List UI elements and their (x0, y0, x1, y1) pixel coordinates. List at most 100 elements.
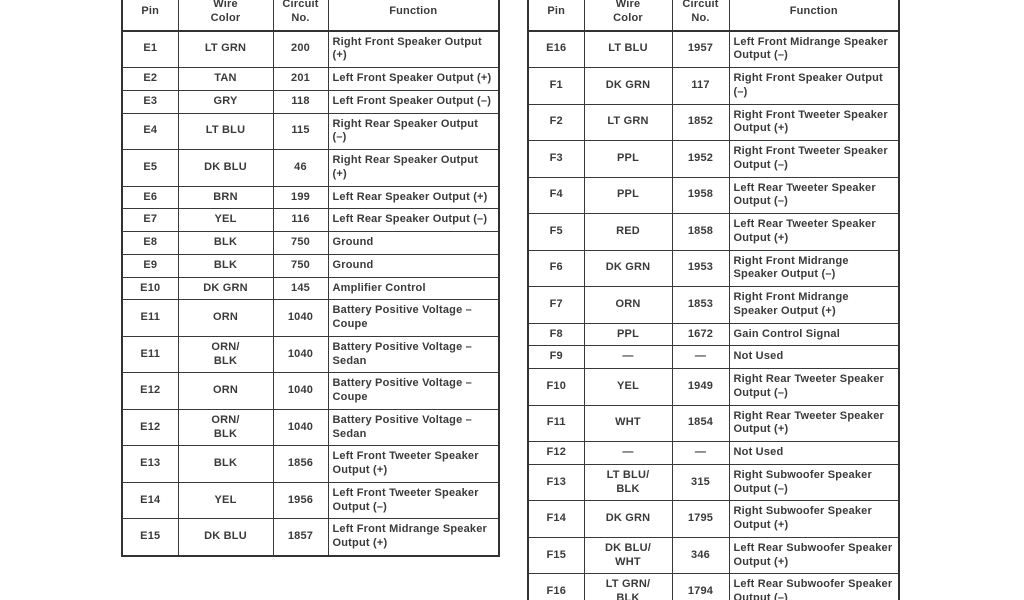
table-row: E15 DK BLU 1857 Left Front Midrange Speaker… (121, 518, 500, 557)
pinout-table-right: Pin Wire Color Circuit No. Function E16 L… (527, 0, 900, 600)
table-row: F11 WHT 1854 Right Rear Tweeter Speaker Out… (527, 404, 900, 442)
circuit-no-cell: 117 (671, 67, 730, 105)
circuit-no-cell: 1040 (272, 335, 329, 374)
table-row: E9 BLK 750 Ground (121, 253, 500, 278)
wire-color-cell: TAN (177, 67, 274, 91)
function-cell: Left Rear Subwoofer Speaker Output (–) (728, 573, 900, 600)
function-cell: Battery Positive Voltage – Coupe (327, 299, 500, 337)
table-row: F10 YEL 1949 Right Rear Tweeter Speaker Out… (527, 368, 900, 406)
pin-cell: F6 (527, 249, 585, 287)
function-cell: Right Front Tweeter Speaker Output (+) (728, 103, 900, 141)
function-cell: Left Front Tweeter Speaker Output (–) (327, 481, 500, 520)
wire-color-cell: PPL (583, 322, 673, 347)
function-cell: Right Front Speaker Output (–) (728, 67, 900, 105)
function-cell: Left Front Tweeter Speaker Output (+) (327, 445, 500, 483)
pinout-table-left: Pin Wire Color Circuit No. Function E1 LT… (121, 0, 500, 557)
table-row: F2 LT GRN 1852 Right Front Tweeter Speaker … (527, 103, 900, 141)
circuit-no-cell: 750 (272, 253, 329, 278)
table-row: F4 PPL 1958 Left Rear Tweeter Speaker Outpu… (527, 176, 900, 214)
circuit-no-cell: — (671, 345, 730, 369)
table-row: E12 ORN/ BLK 1040 Battery Positive Voltage … (121, 408, 500, 447)
wire-color-cell: YEL (177, 208, 274, 232)
table-row: F9— — Not Used (527, 345, 900, 369)
circuit-no-cell: 1853 (671, 286, 730, 324)
function-cell: Left Front Midrange Speaker Output (–) (728, 30, 900, 68)
circuit-no-cell: 346 (671, 536, 730, 575)
table-row: E14 YEL 1956 Left Front Tweeter Speaker Out… (121, 481, 500, 520)
function-cell: Right Subwoofer Speaker Output (–) (728, 463, 900, 502)
wire-color-cell: ORN/ BLK (177, 335, 274, 374)
function-cell: Right Front Midrange Speaker Output (–) (728, 249, 900, 287)
pin-cell: F11 (527, 404, 585, 442)
circuit-no-cell: 200 (272, 30, 329, 68)
table-row: E13 BLK 1856 Left Front Tweeter Speaker Out… (121, 445, 500, 483)
circuit-no-cell: 1958 (671, 176, 730, 214)
pin-cell: F10 (527, 368, 585, 406)
pin-cell: E11 (121, 335, 179, 374)
function-cell: Ground (327, 231, 500, 255)
function-cell: Ground (327, 253, 500, 278)
pin-cell: E9 (121, 253, 179, 278)
wire-color-cell: RED (583, 213, 673, 251)
circuit-no-cell: 46 (272, 149, 329, 187)
pin-cell: E14 (121, 481, 179, 520)
wire-color-cell: DK GRN (583, 500, 673, 538)
pin-cell: E16 (527, 30, 585, 68)
wire-color-cell: LT GRN (177, 30, 274, 68)
function-cell: Left Front Speaker Output (+) (327, 67, 500, 91)
function-cell: Right Front Midrange Speaker Output (+) (728, 286, 900, 324)
function-cell: Right Rear Speaker Output (–) (327, 112, 500, 150)
table-row: F15 DK BLU/ WHT 346 Left Rear Subwoofer Spe… (527, 536, 900, 575)
column-header-wire: Wire Color (583, 0, 673, 32)
circuit-no-cell: 1672 (671, 322, 730, 347)
circuit-no-cell: 199 (272, 185, 329, 210)
wire-color-cell: LT GRN (583, 103, 673, 141)
wire-color-cell: WHT (583, 404, 673, 442)
table-row: E2 TAN 201 Left Front Speaker Output (+) (121, 67, 500, 91)
pin-cell: E12 (121, 372, 179, 410)
pin-cell: F2 (527, 103, 585, 141)
column-header-circuit: Circuit No. (272, 0, 329, 32)
pin-cell: F8 (527, 322, 585, 347)
function-cell: Right Front Speaker Output (+) (327, 30, 500, 68)
wire-color-cell: LT GRN/ BLK (583, 573, 673, 600)
wire-color-cell: PPL (583, 140, 673, 178)
pin-cell: F16 (527, 573, 585, 600)
table-row: E12 ORN 1040 Battery Positive Voltage – Cou… (121, 372, 500, 410)
function-cell: Right Front Tweeter Speaker Output (–) (728, 140, 900, 178)
wire-color-cell: ORN/ BLK (177, 408, 274, 447)
pin-cell: F1 (527, 67, 585, 105)
wire-color-cell: LT BLU/ BLK (583, 463, 673, 502)
wire-color-cell: LT BLU (177, 112, 274, 150)
header-row: Pin Wire Color Circuit No. Function (527, 0, 900, 32)
function-cell: Right Rear Tweeter Speaker Output (–) (728, 368, 900, 406)
circuit-no-cell: 1856 (272, 445, 329, 483)
function-cell: Battery Positive Voltage – Sedan (327, 335, 500, 374)
circuit-no-cell: 1956 (272, 481, 329, 520)
pin-cell: E13 (121, 445, 179, 483)
table-row: E11 ORN 1040 Battery Positive Voltage – Cou… (121, 299, 500, 337)
function-cell: Gain Control Signal (728, 322, 900, 347)
table-body: E1 LT GRN 200 Right Front Speaker Output (+… (121, 30, 500, 557)
table-body: E16 LT BLU 1957 Left Front Midrange Speaker… (527, 30, 900, 600)
function-cell: Left Rear Tweeter Speaker Output (–) (728, 176, 900, 214)
pin-cell: F12 (527, 441, 585, 465)
pin-cell: E4 (121, 112, 179, 150)
circuit-no-cell: — (671, 441, 730, 465)
column-header-function: Function (327, 0, 500, 32)
pin-cell: E1 (121, 30, 179, 68)
table-row: F12— — Not Used (527, 441, 900, 465)
wire-color-cell: DK BLU (177, 149, 274, 187)
circuit-no-cell: 1854 (671, 404, 730, 442)
column-header-pin: Pin (527, 0, 585, 32)
table-row: F6 DK GRN 1953 Right Front Midrange Speaker… (527, 249, 900, 287)
pin-cell: E3 (121, 89, 179, 114)
circuit-no-cell: 201 (272, 67, 329, 91)
wire-color-cell: YEL (583, 368, 673, 406)
function-cell: Right Subwoofer Speaker Output (+) (728, 500, 900, 538)
circuit-no-cell: 1858 (671, 213, 730, 251)
table-row: E7 YEL 116 Left Rear Speaker Output (–) (121, 208, 500, 232)
table-row: F1 DK GRN 117 Right Front Speaker Output (–… (527, 67, 900, 105)
table-row: F7 ORN 1853 Right Front Midrange Speaker Ou… (527, 286, 900, 324)
wire-color-cell: DK BLU (177, 518, 274, 557)
